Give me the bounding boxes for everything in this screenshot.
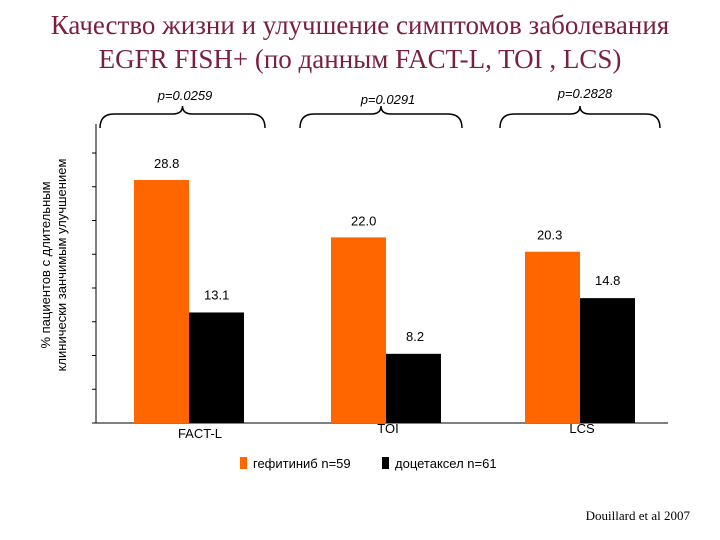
bar-docetaxel-fact-l <box>189 312 244 423</box>
legend-label-gefitinib: гефитиниб n=59 <box>253 456 351 471</box>
p-value-label: p=0.2828 <box>557 86 613 101</box>
data-label: 8.2 <box>406 329 424 344</box>
category-label-toi: TOI <box>377 421 398 436</box>
significance-brace <box>299 105 463 129</box>
legend-label-docetaxel: доцетаксел n=61 <box>395 456 497 471</box>
bar-gefitinib-toi <box>331 237 386 423</box>
y-axis-label-line-1: % пациентов с длительным <box>38 181 53 348</box>
bar-gefitinib-fact-l <box>134 180 189 423</box>
category-label-lcs: LCS <box>569 421 595 436</box>
data-label: 28.8 <box>154 156 179 171</box>
legend-swatch-docetaxel <box>382 457 389 469</box>
bar-docetaxel-toi <box>386 353 441 423</box>
data-label: 14.8 <box>595 273 620 288</box>
source-citation: Douillard et al 2007 <box>585 508 690 523</box>
p-value-label: p=0.0259 <box>157 88 213 103</box>
bar-gefitinib-lcs <box>525 251 580 423</box>
title-line-1: Качество жизни и улучшение симптомов заб… <box>50 10 670 40</box>
data-label: 13.1 <box>204 287 229 302</box>
data-label: 22.0 <box>351 213 376 228</box>
chart-title: Качество жизни и улучшение симптомов заб… <box>0 8 720 76</box>
bar-docetaxel-lcs <box>580 298 635 423</box>
y-axis-label-line-2: клинически занчимым улучшением <box>54 159 69 372</box>
category-label-fact-l: FACT-L <box>178 426 222 441</box>
p-value-label: p=0.0291 <box>360 92 416 107</box>
significance-brace <box>499 105 661 129</box>
legend-swatch-gefitinib <box>240 457 247 469</box>
title-line-2: EGFR FISH+ (по данным FACT-L, TOI , LCS) <box>98 44 622 74</box>
data-label: 20.3 <box>537 228 562 243</box>
significance-brace <box>99 105 266 129</box>
